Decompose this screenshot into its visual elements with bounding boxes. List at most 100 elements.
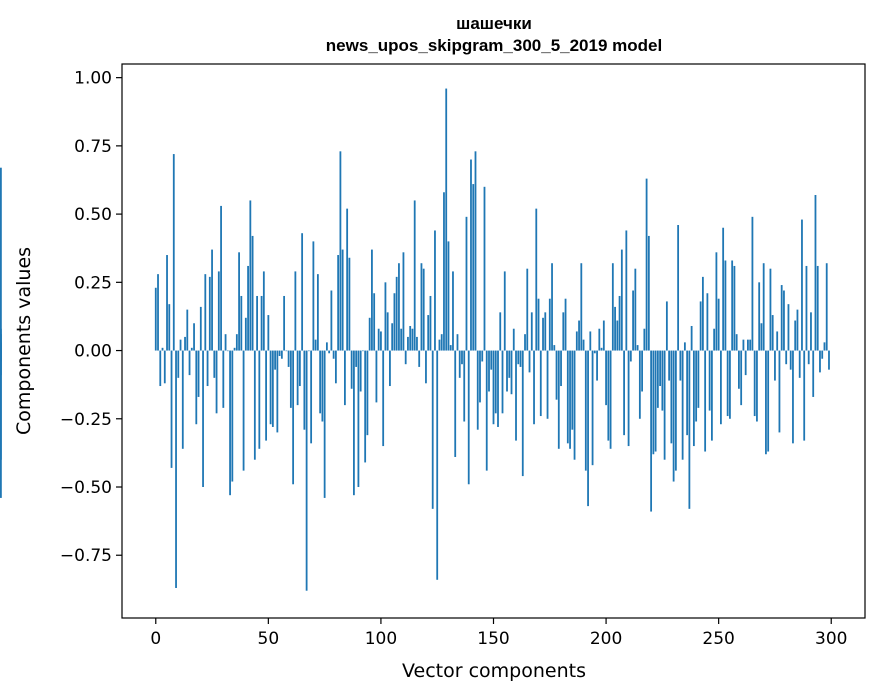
bar-component-238 xyxy=(690,325,693,351)
bar-component-37 xyxy=(238,252,240,351)
bar-component-91 xyxy=(359,350,362,392)
bar-component-202 xyxy=(609,350,612,449)
bar-component-271 xyxy=(765,350,767,455)
bar-component-149 xyxy=(490,350,493,370)
bar-component-140 xyxy=(470,159,472,351)
bar-component-128 xyxy=(443,192,445,351)
bar-component-288 xyxy=(803,350,806,441)
x-tick-label-50: 50 xyxy=(258,629,280,649)
bar-component-90 xyxy=(357,350,360,487)
x-tick-label-200: 200 xyxy=(590,629,622,649)
bar-component-81 xyxy=(337,255,340,351)
bar-component-137 xyxy=(463,350,466,422)
bar-component-1 xyxy=(157,274,159,351)
bar-component-222 xyxy=(654,350,657,452)
bar-component-158 xyxy=(510,350,513,395)
x-tick-label-0: 0 xyxy=(150,629,161,649)
bar-component-119 xyxy=(422,268,425,351)
bar-component-142 xyxy=(474,151,477,351)
bar-component-34 xyxy=(231,350,234,482)
bar-component-7 xyxy=(170,350,173,468)
bar-component-232 xyxy=(677,225,680,351)
bar-component-260 xyxy=(740,350,743,406)
bar-component-40 xyxy=(244,317,247,351)
bar-component-101 xyxy=(382,350,385,447)
bar-component-109 xyxy=(400,328,403,351)
bar-component-15 xyxy=(188,350,191,376)
bar-component-95 xyxy=(368,317,371,351)
bar-component-145 xyxy=(481,350,484,362)
bar-component-194 xyxy=(591,350,594,466)
bar-component-141 xyxy=(472,184,475,351)
bar-component-41 xyxy=(247,265,249,351)
bar-component-22 xyxy=(204,274,207,351)
bar-component-155 xyxy=(503,271,506,351)
bar-component-192 xyxy=(587,350,589,507)
bar-component-6 xyxy=(168,304,171,351)
x-tick-label-150: 150 xyxy=(477,629,509,649)
bar-component-116 xyxy=(416,336,418,351)
bar-component-219 xyxy=(647,235,650,351)
bar-component-115 xyxy=(413,200,416,351)
bar-component-191 xyxy=(584,350,587,471)
bar-component-51 xyxy=(269,350,272,425)
bar-component-45 xyxy=(256,295,258,351)
bar-component-58 xyxy=(285,350,288,352)
y-tick-label-0: −0.75 xyxy=(60,546,112,566)
bar-component-186 xyxy=(573,350,576,460)
bar-component-245 xyxy=(706,293,709,351)
bar-component-215 xyxy=(638,350,641,419)
bar-component-121 xyxy=(427,315,430,351)
chart-title-line-2: news_upos_skipgram_300_5_2019 model xyxy=(326,36,662,55)
bar-component-169 xyxy=(535,208,538,351)
bar-component-2 xyxy=(159,350,162,387)
bar-component-83 xyxy=(341,249,344,351)
bar-component-264 xyxy=(749,339,752,351)
bar-component-254 xyxy=(726,350,729,417)
bar-component-201 xyxy=(607,350,610,441)
bar-component-113 xyxy=(409,325,412,351)
bar-component-97 xyxy=(373,293,376,351)
bar-component-99 xyxy=(377,328,380,351)
bar-component-49 xyxy=(265,350,267,441)
bar-component-138 xyxy=(465,216,468,351)
x-tick-label-100: 100 xyxy=(365,629,397,649)
bar-component-139 xyxy=(467,350,470,485)
bar-component-77 xyxy=(328,350,331,354)
bar-component-251 xyxy=(720,350,722,425)
bar-component-291 xyxy=(810,312,812,351)
bars-group xyxy=(0,88,830,591)
bar-component-231 xyxy=(674,350,677,471)
bar-component-248 xyxy=(713,328,716,351)
bar-component-57 xyxy=(283,295,286,351)
bar-component-17 xyxy=(193,323,195,351)
bar-component-62 xyxy=(294,271,297,351)
bar-component-36 xyxy=(235,334,238,351)
bar-component-5 xyxy=(166,255,168,351)
bar-component-263 xyxy=(747,339,749,351)
bar-component-262 xyxy=(744,350,747,376)
bar-component-166 xyxy=(528,350,531,373)
bar-component-133 xyxy=(454,350,457,457)
bar-component-131 xyxy=(449,345,452,351)
bar-component-31 xyxy=(224,334,227,351)
bar-component-152 xyxy=(497,350,499,427)
bar-component-218 xyxy=(645,178,648,351)
bar-component-120 xyxy=(425,350,427,384)
bar-component-125 xyxy=(436,350,439,580)
bar-component-216 xyxy=(641,350,643,392)
bar-component-18 xyxy=(195,350,198,425)
bar-component-208 xyxy=(623,350,625,436)
bar-component-19 xyxy=(197,350,200,397)
bar-component-196 xyxy=(596,350,598,381)
bar-component-30 xyxy=(222,350,225,408)
bar-component-110 xyxy=(402,252,405,351)
bar-component-299 xyxy=(828,350,830,370)
bar-component-134 xyxy=(456,334,459,351)
bar-component-8 xyxy=(172,154,175,351)
bar-component-86 xyxy=(348,257,351,351)
y-tick-label-4: 0.25 xyxy=(74,273,112,293)
bar-component-28 xyxy=(217,271,220,351)
bar-component-104 xyxy=(389,350,391,387)
bar-component-286 xyxy=(798,350,801,378)
